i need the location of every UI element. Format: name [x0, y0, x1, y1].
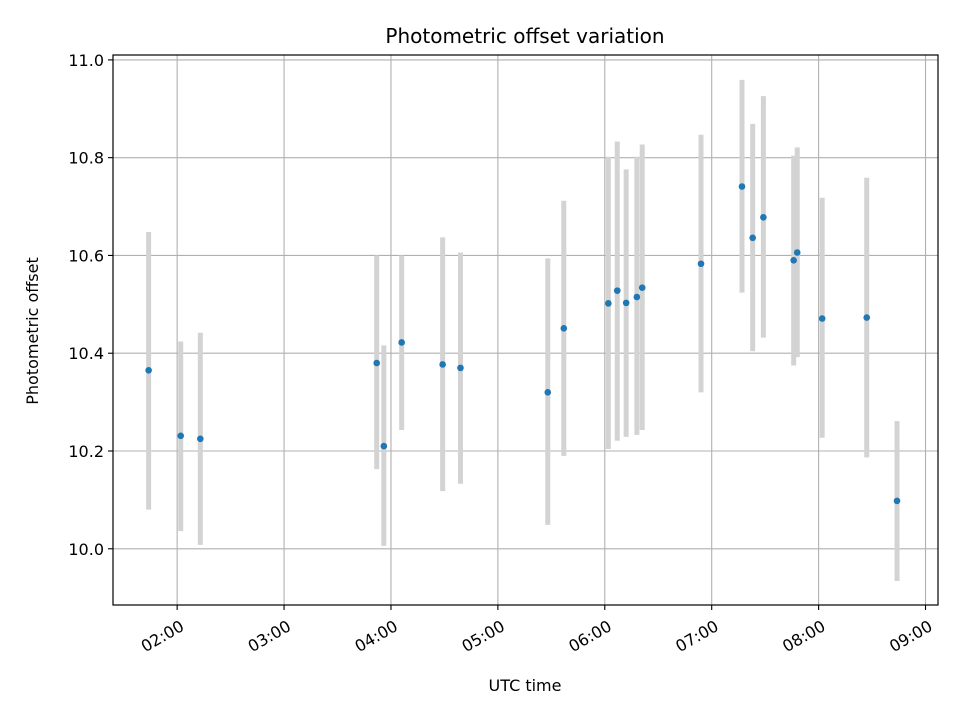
- data-point: [380, 442, 388, 450]
- data-point: [633, 293, 641, 301]
- data-point: [622, 299, 630, 307]
- data-point: [373, 359, 381, 367]
- y-axis-ticks: 10.0 10.2 10.4 10.6 10.8 11.0: [68, 51, 113, 559]
- data-point: [638, 284, 646, 292]
- data-point: [457, 364, 464, 372]
- data-point: [177, 432, 185, 440]
- data-point: [793, 249, 801, 256]
- data-point: [613, 287, 621, 294]
- data-point: [439, 361, 446, 368]
- data-point: [893, 497, 901, 505]
- data-point: [818, 315, 826, 322]
- data-point: [605, 300, 612, 307]
- plot-frame: [112, 54, 939, 606]
- data-point: [398, 339, 405, 346]
- y-axis-label: Photometric offset: [23, 257, 42, 405]
- y-tick-label: 10.4: [68, 344, 104, 363]
- y-tick-label: 10.6: [68, 246, 104, 265]
- y-tick-label: 10.8: [68, 149, 104, 168]
- chart-title: Photometric offset variation: [385, 24, 664, 48]
- y-tick-label: 10.0: [68, 540, 104, 559]
- data-point: [863, 314, 871, 321]
- data-point: [544, 389, 552, 396]
- y-tick-label: 10.2: [68, 442, 104, 461]
- y-tick-label: 11.0: [68, 51, 104, 70]
- data-point: [145, 367, 152, 374]
- data-point: [760, 214, 767, 221]
- data-point: [697, 260, 705, 268]
- data-points: [145, 183, 901, 505]
- x-axis-label: UTC time: [489, 676, 562, 695]
- data-point: [738, 183, 746, 190]
- data-point: [790, 257, 797, 264]
- data-point: [749, 234, 756, 242]
- data-point: [197, 435, 204, 443]
- grid-lines: [113, 55, 938, 605]
- data-point: [560, 324, 568, 332]
